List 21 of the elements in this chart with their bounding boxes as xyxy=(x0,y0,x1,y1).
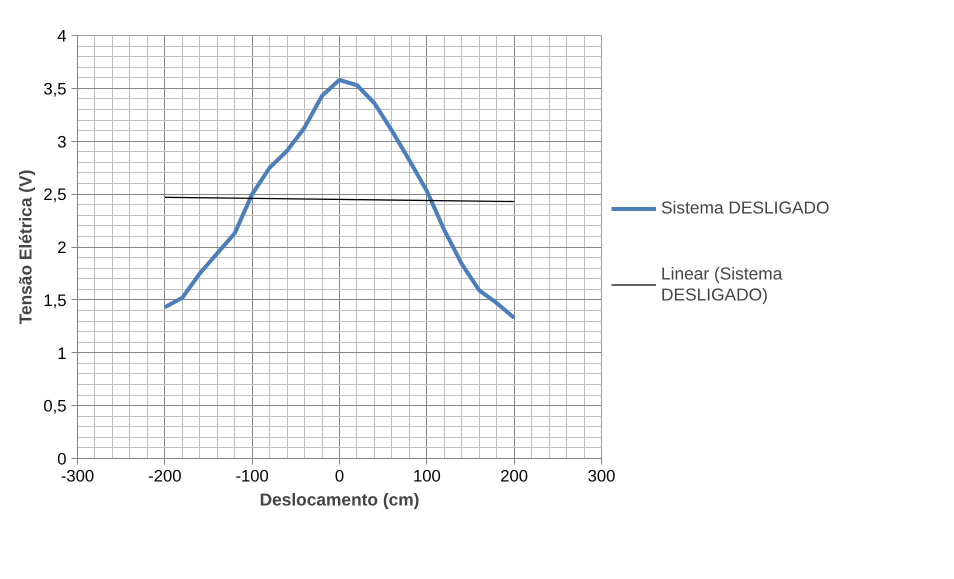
y-tick-label: 1,5 xyxy=(43,290,66,310)
x-tick-label: 0 xyxy=(334,466,344,486)
x-tick-label: 300 xyxy=(588,466,616,486)
x-axis-title: Deslocamento (cm) xyxy=(260,490,420,510)
y-tick-label: 3 xyxy=(57,132,66,152)
y-tick-label: 3,5 xyxy=(43,79,66,98)
legend-label: Linear (Sistema DESLIGADO) xyxy=(661,263,782,305)
x-tick-label: 100 xyxy=(412,466,441,486)
y-tick-label: 4 xyxy=(57,26,66,46)
x-tick-label: -200 xyxy=(148,466,182,486)
y-tick-label: 0 xyxy=(57,450,66,468)
x-tick-label: 200 xyxy=(500,466,528,486)
y-tick-label: 2 xyxy=(57,238,66,257)
y-tick-label: 0,5 xyxy=(43,396,66,416)
line-series xyxy=(162,78,516,320)
x-tick-label: -100 xyxy=(236,466,269,486)
x-tick-label: -300 xyxy=(60,466,94,486)
y-axis-title: Tensão Elétrica (V) xyxy=(15,170,36,324)
y-tick-label: 2,5 xyxy=(43,185,66,204)
y-tick-label: 1 xyxy=(57,344,66,363)
legend-label: Sistema DESLIGADO xyxy=(661,196,830,220)
